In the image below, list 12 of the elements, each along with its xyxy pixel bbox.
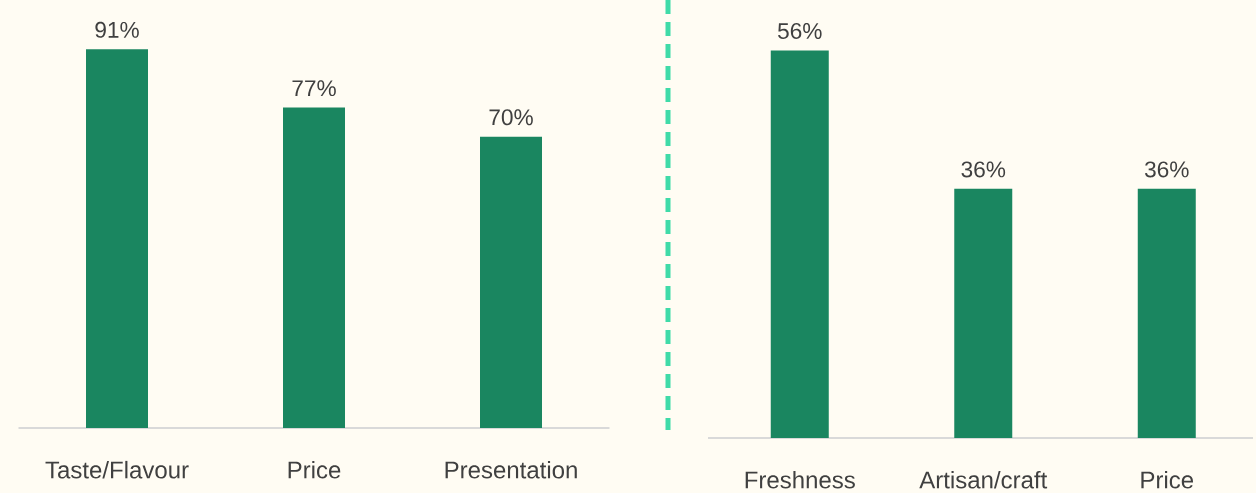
data-label: 36%	[961, 161, 1006, 178]
x-tick-label: Artisan/craft	[919, 470, 1048, 489]
x-tick-label: Price	[288, 460, 341, 479]
data-label: 70%	[489, 109, 533, 126]
data-label: 56%	[777, 22, 822, 40]
x-tick-label: Taste/Flavour	[45, 460, 189, 479]
x-tick-label: Freshness	[745, 470, 855, 489]
data-label: 91%	[95, 21, 139, 38]
x-tick-label: Price	[1141, 470, 1194, 489]
x-tick-label: Presentation	[445, 460, 577, 479]
data-label: 36%	[1144, 161, 1189, 178]
data-label: 77%	[292, 80, 336, 97]
